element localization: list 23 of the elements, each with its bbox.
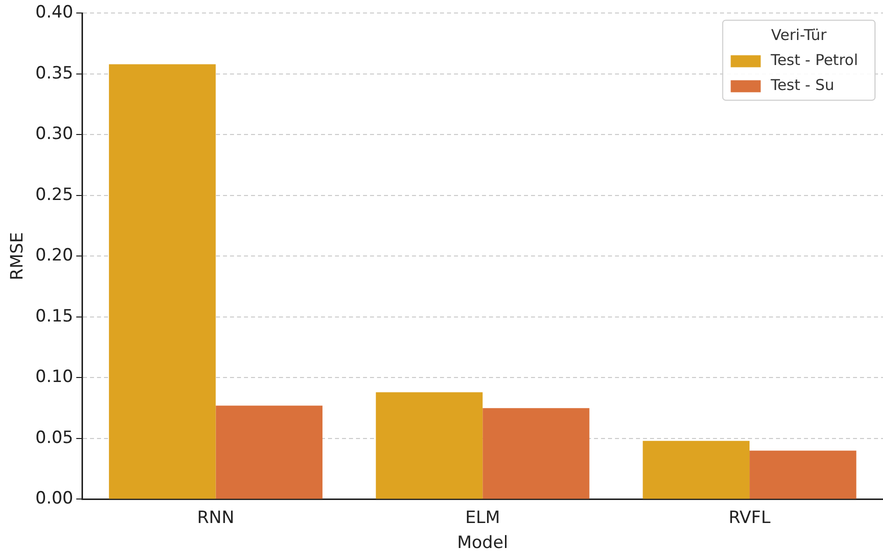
bar — [216, 406, 322, 499]
legend-title: Veri-Tür — [771, 26, 828, 44]
legend-label: Test - Su — [770, 76, 834, 94]
y-axis-title: RMSE — [8, 232, 28, 280]
y-tick-label: 0.10 — [35, 367, 74, 388]
bar — [376, 392, 483, 499]
x-tick-label: RNN — [197, 508, 234, 528]
y-tick-label: 0.25 — [35, 184, 74, 205]
bar — [482, 408, 590, 499]
y-tick-label: 0.20 — [35, 246, 74, 266]
legend-label: Test - Petrol — [770, 51, 858, 70]
bar — [108, 64, 216, 499]
x-tick-label: RVFL — [728, 508, 771, 528]
x-axis-title: Model — [457, 533, 508, 554]
y-tick-label: 0.40 — [35, 2, 74, 23]
y-tick-label: 0.15 — [35, 306, 74, 326]
y-tick-label: 0.30 — [35, 124, 74, 144]
bar — [642, 440, 750, 499]
bar — [750, 450, 856, 499]
y-tick-label: 0.00 — [35, 488, 74, 509]
x-tick-label: ELM — [465, 508, 500, 528]
y-tick-label: 0.05 — [35, 428, 74, 448]
y-tick-label: 0.35 — [35, 63, 74, 84]
